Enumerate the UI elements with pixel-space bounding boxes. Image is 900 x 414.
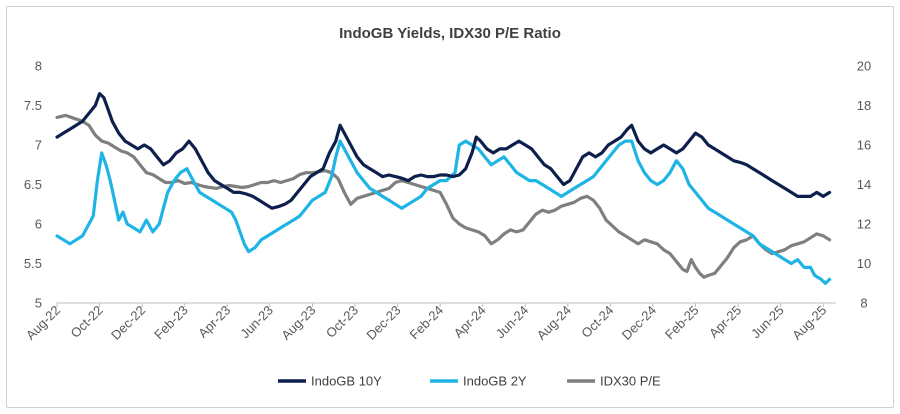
x-tick-label: Jun-23 — [237, 303, 276, 342]
x-tick-label: Feb-23 — [151, 303, 191, 343]
y-left-tick-label: 5 — [35, 296, 42, 311]
x-tick-label: Aug-24 — [534, 303, 574, 343]
y-left-tick-label: 5.5 — [24, 256, 42, 271]
y-axis-left: 5 5.5 6 6.5 7 7.5 8 — [24, 59, 42, 311]
x-tick-label: Apr-23 — [195, 303, 233, 341]
y-left-tick-label: 8 — [35, 59, 42, 74]
series-layer — [55, 92, 832, 285]
series-line-indogb-2y — [55, 139, 832, 285]
y-right-tick-label: 12 — [857, 217, 871, 232]
y-left-tick-label: 7 — [35, 138, 42, 153]
series-line-indogb-10y — [55, 92, 832, 210]
x-axis: Aug-22 Oct-22 Dec-22 Feb-23 Apr-23 Jun-23 Aug-… — [23, 303, 829, 343]
chart-title: IndoGB Yields, IDX30 P/E Ratio — [339, 25, 561, 42]
x-tick-label: Feb-25 — [662, 303, 702, 343]
x-tick-label: Apr-24 — [451, 303, 489, 341]
x-tick-label: Aug-25 — [789, 303, 829, 343]
x-tick-label: Apr-25 — [706, 303, 744, 341]
legend-label: IDX30 P/E — [600, 374, 661, 389]
y-right-tick-label: 16 — [857, 138, 871, 153]
x-tick-label: Aug-23 — [278, 303, 318, 343]
y-left-tick-label: 6 — [35, 217, 42, 232]
legend-label: IndoGB 2Y — [463, 374, 527, 389]
x-tick-label: Dec-23 — [363, 303, 403, 343]
x-tick-label: Dec-22 — [108, 303, 148, 343]
y-axis-right: 8 10 12 14 16 18 20 — [857, 59, 871, 311]
y-right-tick-label: 14 — [857, 177, 871, 192]
y-right-tick-label: 18 — [857, 98, 871, 113]
x-tick-label: Feb-24 — [406, 303, 446, 343]
x-tick-label: Dec-24 — [619, 303, 659, 343]
y-left-tick-label: 7.5 — [24, 98, 42, 113]
x-tick-label: Oct-24 — [578, 303, 616, 341]
x-tick-label: Jun-25 — [748, 303, 787, 342]
chart-frame — [6, 6, 894, 408]
y-right-tick-label: 8 — [860, 296, 867, 311]
legend: IndoGB 10Y IndoGB 2Y IDX30 P/E — [278, 374, 661, 389]
x-tick-label: Oct-22 — [67, 303, 105, 341]
x-tick-label: Jun-24 — [493, 303, 532, 342]
series-line-idx30-p-e — [55, 113, 832, 279]
legend-label: IndoGB 10Y — [311, 374, 382, 389]
y-right-tick-label: 10 — [857, 256, 871, 271]
x-tick-label: Aug-22 — [23, 303, 63, 343]
y-right-tick-label: 20 — [857, 59, 871, 74]
x-tick-label: Oct-23 — [323, 303, 361, 341]
y-left-tick-label: 6.5 — [24, 177, 42, 192]
